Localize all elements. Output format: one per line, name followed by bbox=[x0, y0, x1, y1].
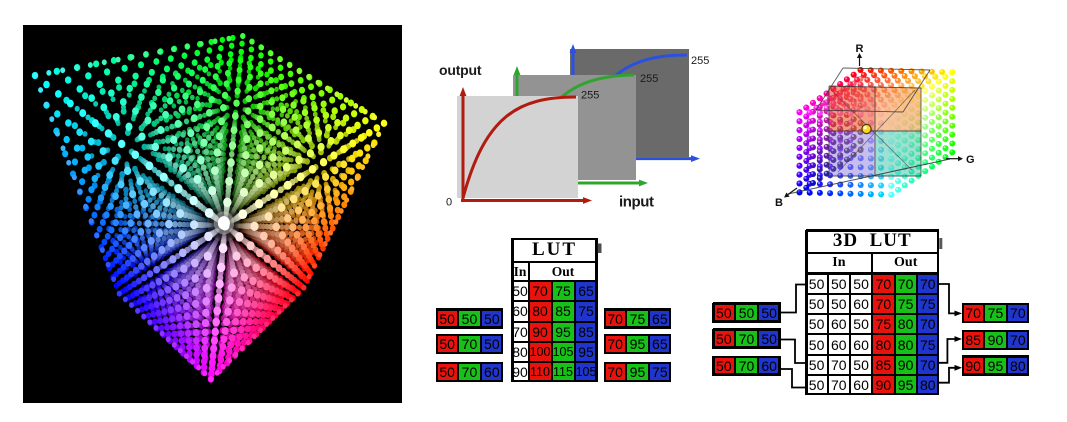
svg-text:255: 255 bbox=[581, 90, 599, 102]
svg-text:input: input bbox=[619, 194, 654, 211]
svg-text:R: R bbox=[856, 43, 864, 55]
svg-text:0: 0 bbox=[446, 197, 452, 209]
svg-text:255: 255 bbox=[691, 55, 709, 67]
svg-text:B: B bbox=[775, 197, 783, 209]
svg-text:G: G bbox=[966, 154, 975, 166]
svg-text:255: 255 bbox=[640, 73, 658, 85]
svg-text:output: output bbox=[439, 62, 482, 78]
